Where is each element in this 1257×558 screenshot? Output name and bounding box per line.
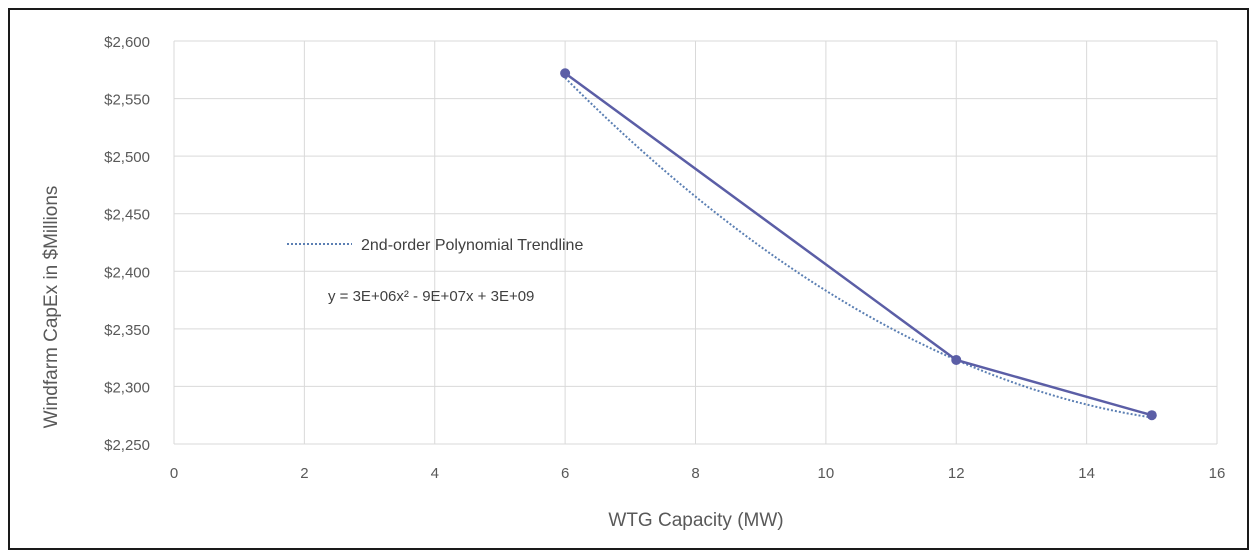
data-series <box>560 68 1157 421</box>
x-tick-label: 8 <box>691 465 699 482</box>
gridlines <box>173 40 1218 445</box>
x-tick-label: 0 <box>170 465 178 482</box>
x-tick-label: 12 <box>948 465 965 482</box>
y-axis-title: Windfarm CapEx in $Millions <box>41 186 62 429</box>
x-axis-title: WTG Capacity (MW) <box>608 510 783 531</box>
y-tick-label: $2,300 <box>104 379 150 396</box>
y-tick-label: $2,600 <box>104 34 150 51</box>
data-point <box>951 354 962 365</box>
chart-canvas: 0 2 4 6 8 10 12 14 16 $2,250 $2,300 $2,350 $2,400 $2,… <box>41 34 1225 531</box>
data-point <box>560 68 571 79</box>
y-tick-label: $2,350 <box>104 322 150 339</box>
x-tick-label: 6 <box>561 465 569 482</box>
series-line <box>564 72 1153 417</box>
y-tick-label: $2,250 <box>104 437 150 454</box>
legend: 2nd-order Polynomial Trendline y = 3E+06… <box>287 237 583 305</box>
x-tick-label: 16 <box>1209 465 1226 482</box>
legend-label: 2nd-order Polynomial Trendline <box>361 237 583 254</box>
x-tick-label: 14 <box>1078 465 1095 482</box>
trendline-equation: y = 3E+06x² - 9E+07x + 3E+09 <box>328 288 534 305</box>
x-tick-label: 4 <box>431 465 439 482</box>
tick-labels: 0 2 4 6 8 10 12 14 16 $2,250 $2,300 $2,350 $2,400 $2,… <box>104 34 1225 482</box>
y-tick-label: $2,550 <box>104 92 150 109</box>
y-tick-label: $2,500 <box>104 149 150 166</box>
trendline-path <box>564 77 1152 419</box>
y-tick-label: $2,400 <box>104 264 150 281</box>
trendline <box>564 77 1152 419</box>
x-tick-label: 2 <box>300 465 308 482</box>
x-tick-label: 10 <box>818 465 835 482</box>
data-point <box>1146 410 1157 421</box>
y-tick-label: $2,450 <box>104 207 150 224</box>
chart-frame: 0 2 4 6 8 10 12 14 16 $2,250 $2,300 $2,350 $2,400 $2,… <box>8 8 1249 550</box>
